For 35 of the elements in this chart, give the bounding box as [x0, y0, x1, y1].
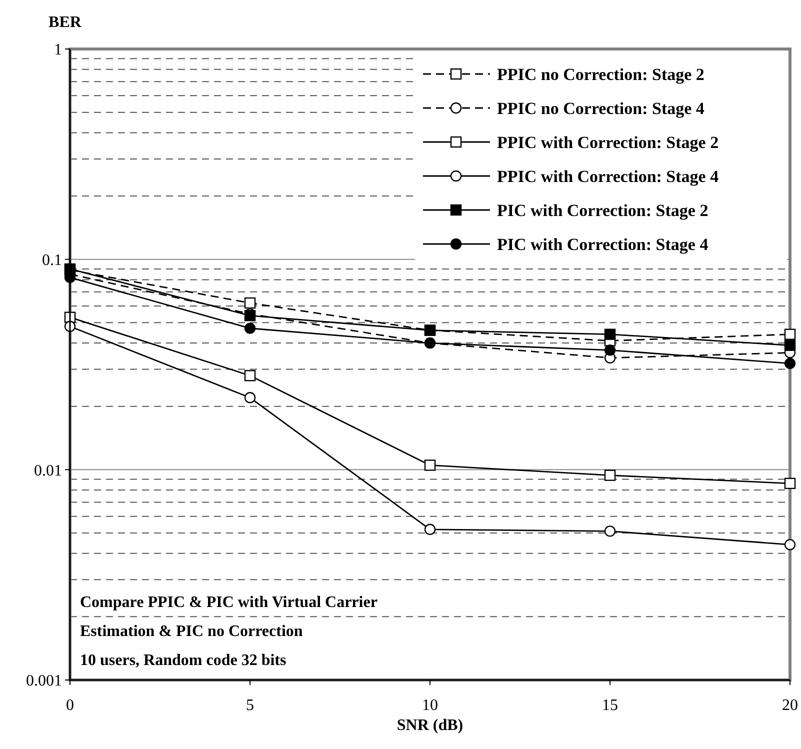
point: [244, 297, 256, 309]
point: [604, 344, 616, 356]
x-tick-label: 20: [782, 697, 798, 714]
point: [784, 539, 796, 550]
point: [244, 370, 256, 382]
legend-label: PPIC no Correction: Stage 4: [497, 98, 705, 118]
point: [784, 478, 796, 490]
legend-label: PPIC with Correction: Stage 2: [497, 132, 719, 152]
x-tick-label: 5: [246, 697, 254, 714]
annotation: 10 users, Random code 32 bits: [80, 652, 286, 669]
legend-label: PIC with Correction: Stage 2: [497, 200, 708, 220]
point: [244, 322, 256, 334]
y-tick-label: 0.1: [42, 252, 62, 269]
point: [244, 392, 256, 404]
point: [784, 340, 796, 351]
y-tick-label: 1: [54, 42, 62, 59]
point: [424, 460, 436, 471]
legend-label: PPIC with Correction: Stage 4: [497, 166, 720, 186]
legend-label: PIC with Correction: Stage 4: [497, 234, 709, 254]
point: [424, 524, 436, 535]
y-tick-label: 0.01: [34, 462, 62, 480]
point: [784, 358, 796, 370]
point: [604, 526, 616, 537]
annotation: Compare PPIC & PIC with Virtual Carrier: [80, 594, 378, 611]
annotation: Estimation & PIC no Correction: [80, 623, 303, 640]
x-tick-label: 0: [66, 697, 74, 714]
point: [604, 328, 616, 340]
x-tick-label: 15: [602, 697, 618, 714]
x-axis-title: SNR (dB): [396, 717, 464, 734]
point: [604, 470, 616, 481]
y-axis-title: BER: [48, 14, 82, 31]
y-tick-label: 0.001: [26, 672, 62, 690]
x-tick-label: 10: [422, 697, 438, 714]
point: [784, 328, 796, 340]
legend-label: PPIC no Correction: Stage 2: [497, 64, 704, 84]
